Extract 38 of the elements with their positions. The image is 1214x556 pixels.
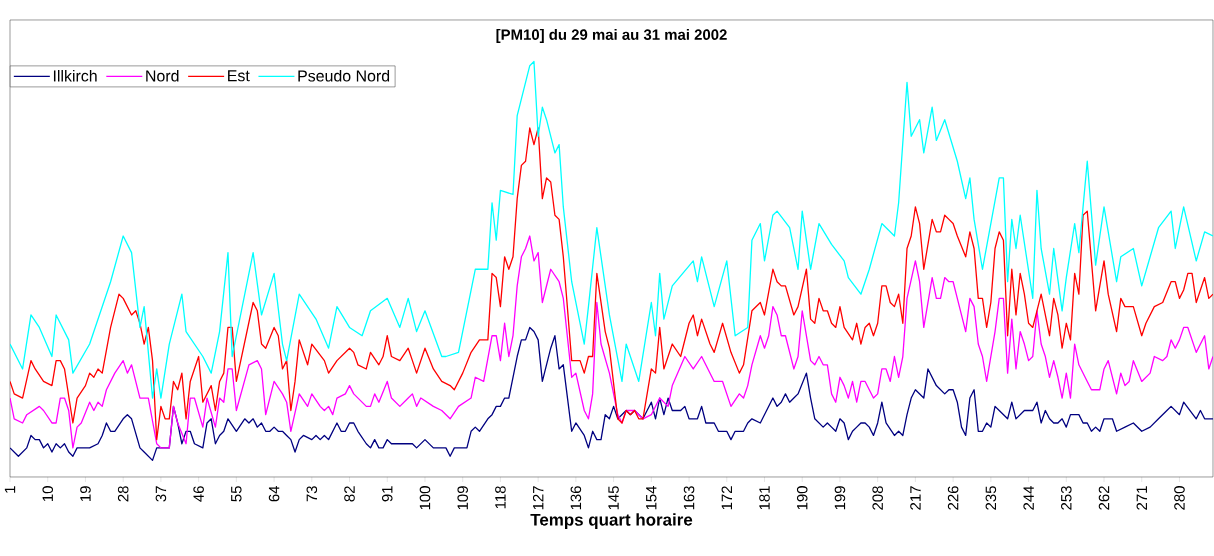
legend-label: Pseudo Nord bbox=[298, 69, 390, 82]
x-tick-label: 154 bbox=[646, 485, 657, 510]
x-tick-label: 217 bbox=[910, 486, 921, 510]
x-tick-label: 199 bbox=[834, 486, 846, 510]
x-tick-label: 163 bbox=[683, 486, 695, 510]
legend-label: Illkirch bbox=[53, 69, 97, 82]
x-tick-label: 127 bbox=[532, 486, 544, 510]
x-tick-label: 109 bbox=[457, 486, 468, 510]
x-tick-label: 172 bbox=[721, 486, 732, 510]
x-tick-label: 100 bbox=[419, 486, 431, 510]
x-tick-label: 82 bbox=[344, 486, 355, 502]
x-tick-label: 280 bbox=[1174, 486, 1185, 510]
x-tick-label: 10 bbox=[42, 486, 54, 501]
x-tick-label: 253 bbox=[1061, 486, 1072, 510]
x-tick-label: 136 bbox=[570, 486, 582, 510]
chart-title: [PM10] du 29 mai au 31 mai 2002 bbox=[496, 28, 727, 43]
x-tick-label: 181 bbox=[759, 486, 770, 510]
x-tick-label: 37 bbox=[155, 486, 167, 502]
x-tick-label: 271 bbox=[1136, 486, 1147, 510]
x-tick-label: 28 bbox=[117, 486, 129, 502]
legend-label: Nord bbox=[146, 69, 179, 82]
x-tick-label: 91 bbox=[381, 486, 393, 502]
x-tick-label: 208 bbox=[872, 486, 883, 510]
x-tick-label: 19 bbox=[80, 486, 91, 501]
x-tick-label: 145 bbox=[608, 486, 619, 510]
x-tick-label: 64 bbox=[268, 485, 280, 502]
x-tick-label: 55 bbox=[231, 486, 242, 502]
legend-label: Est bbox=[228, 70, 250, 82]
x-tick-label: 46 bbox=[193, 486, 204, 502]
x-tick-label: 1 bbox=[4, 486, 16, 493]
x-tick-label: 226 bbox=[947, 486, 959, 510]
x-axis-title: Temps quart horaire bbox=[530, 513, 693, 530]
x-tick-label: 73 bbox=[306, 486, 318, 502]
x-tick-label: 190 bbox=[796, 486, 808, 510]
x-tick-label: 118 bbox=[495, 486, 506, 509]
x-tick-label: 235 bbox=[985, 486, 997, 510]
x-tick-label: 244 bbox=[1023, 485, 1034, 510]
x-tick-label: 262 bbox=[1098, 486, 1110, 510]
